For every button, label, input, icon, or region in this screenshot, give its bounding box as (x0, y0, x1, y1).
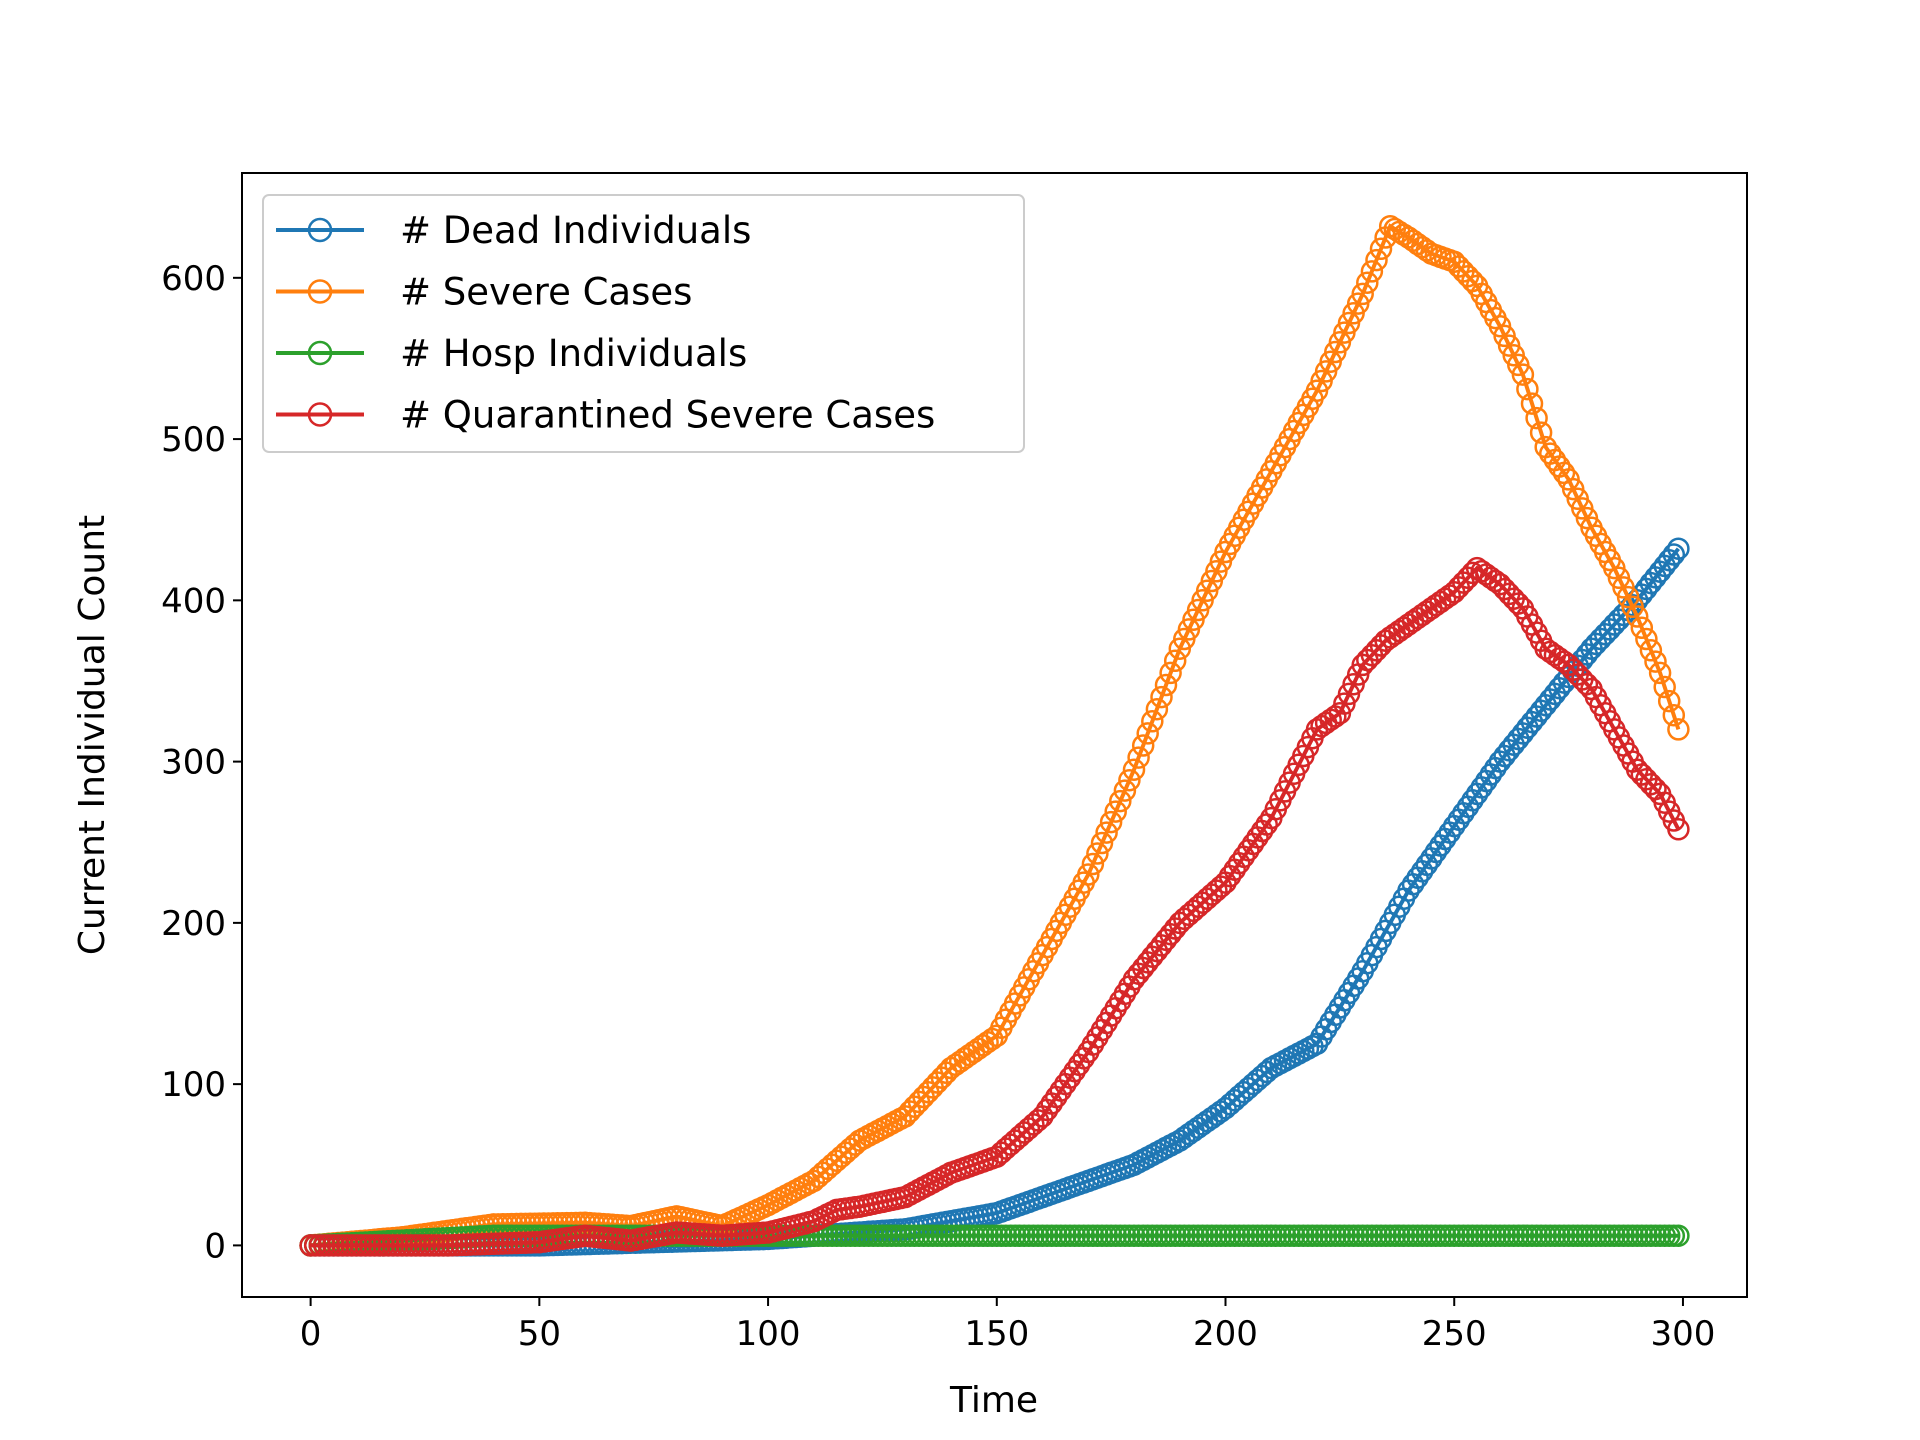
data-point (1667, 1224, 1690, 1247)
data-point (1081, 852, 1105, 876)
x-tick-label: 100 (736, 1314, 801, 1354)
legend: # Dead Individuals # Severe Cases # Hosp I… (262, 194, 1025, 453)
data-point (1145, 697, 1169, 721)
data-point (1667, 537, 1690, 560)
data-point (1529, 421, 1553, 444)
data-point (1086, 842, 1109, 865)
data-point (1109, 789, 1132, 813)
x-tick-label: 50 (518, 1314, 561, 1354)
data-point (1141, 710, 1164, 733)
data-point (1090, 831, 1114, 855)
data-point (1131, 734, 1155, 757)
plot-frame (241, 172, 1748, 1298)
data-point (1644, 650, 1667, 673)
data-point (1127, 746, 1150, 769)
data-point (1099, 810, 1123, 834)
data-point (1351, 282, 1374, 306)
data-point (1525, 406, 1548, 430)
data-point (1520, 392, 1544, 415)
data-point (1163, 649, 1187, 673)
legend-box (262, 194, 1025, 453)
data-point (1136, 722, 1159, 745)
y-tick-label: 200 (161, 904, 226, 944)
data-point (1516, 377, 1539, 401)
data-point (1365, 248, 1388, 272)
data-point (1662, 543, 1686, 566)
data-point (1639, 639, 1663, 662)
data-point (1657, 689, 1681, 713)
data-point (1653, 675, 1676, 699)
y-tick-label: 400 (161, 581, 226, 621)
x-tick-label: 200 (1193, 1314, 1258, 1354)
legend-label: # Severe Cases (400, 271, 692, 314)
x-axis-label: Time (949, 1380, 1038, 1421)
data-point (1630, 616, 1654, 640)
x-axis: 0 50 100 150 200 250 300 (300, 1297, 1716, 1354)
y-tick-label: 500 (161, 420, 226, 460)
x-tick-label: 250 (1422, 1314, 1487, 1354)
data-point (1154, 673, 1178, 697)
series-layer (299, 214, 1690, 1257)
data-point (1104, 800, 1127, 823)
legend-label: # Quarantined Severe Cases (400, 394, 935, 437)
y-axis-label: Current Individual Count (72, 515, 113, 955)
legend-swatch-marker (307, 340, 333, 366)
legend-swatch-marker (307, 279, 333, 304)
legend-item: # Dead Individuals (276, 209, 751, 252)
legend-swatch-marker (307, 217, 333, 243)
legend-item: # Hosp Individuals (276, 332, 747, 375)
data-point (1648, 661, 1672, 685)
data-point (1150, 685, 1173, 709)
data-point (1369, 237, 1393, 261)
legend-label: # Dead Individuals (400, 209, 751, 252)
data-point (1159, 661, 1182, 685)
x-tick-label: 300 (1651, 1314, 1716, 1354)
data-point (1118, 768, 1141, 792)
data-point (1511, 363, 1535, 386)
data-point (1662, 703, 1686, 727)
y-tick-label: 0 (204, 1226, 226, 1266)
x-tick-label: 150 (964, 1314, 1029, 1354)
data-point (1077, 863, 1100, 886)
legend-item: # Severe Cases (276, 271, 692, 314)
data-point (1635, 627, 1658, 651)
data-point (1356, 271, 1379, 294)
y-axis: 0 100 200 300 400 500 600 (161, 259, 242, 1266)
x-tick-label: 0 (300, 1314, 322, 1354)
data-point (1095, 821, 1118, 844)
legend-swatch-marker (307, 402, 333, 427)
y-tick-label: 100 (161, 1065, 226, 1105)
data-point (1625, 605, 1649, 628)
data-point (1113, 779, 1137, 802)
data-point (1360, 260, 1384, 283)
series-quarantined-severe-cases (299, 556, 1690, 1257)
legend-label: # Hosp Individuals (400, 332, 747, 375)
data-point (1122, 758, 1146, 781)
y-tick-label: 300 (161, 743, 226, 783)
y-tick-label: 600 (161, 259, 226, 299)
legend-item: # Quarantined Severe Cases (276, 394, 935, 437)
data-point (1667, 818, 1690, 841)
data-point (1667, 718, 1690, 741)
